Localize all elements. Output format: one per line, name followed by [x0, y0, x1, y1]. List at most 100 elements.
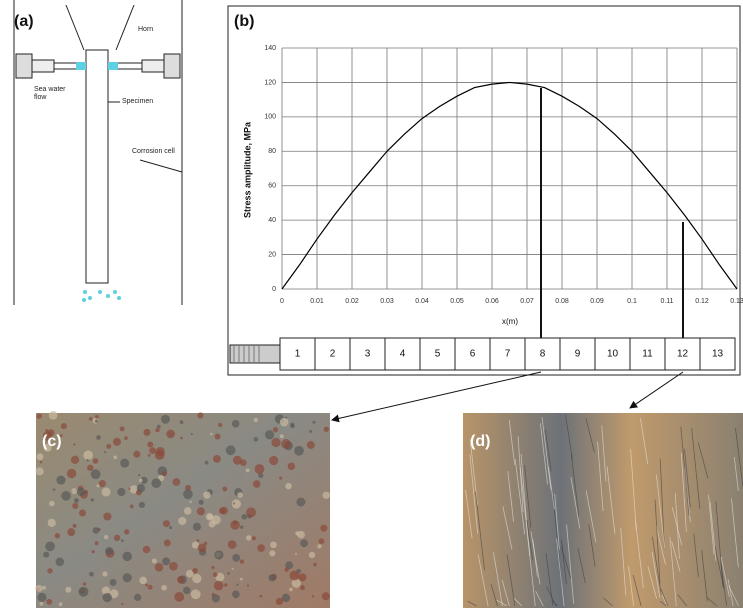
spot — [152, 559, 157, 564]
segment-label: 12 — [677, 349, 689, 360]
part-label: Sea water flow — [34, 86, 74, 102]
spot — [199, 500, 204, 505]
spot — [253, 480, 261, 488]
spot — [161, 415, 170, 424]
spot — [197, 412, 203, 418]
spot — [226, 445, 236, 455]
x-tick-label: 0.12 — [695, 298, 709, 305]
spot — [145, 583, 148, 586]
spot — [61, 491, 70, 500]
x-tick-label: 0 — [280, 298, 284, 305]
spot — [232, 590, 240, 598]
spot — [120, 426, 125, 431]
figure-canvas: (a) (b) x(m) Stress amplitude, MPa 02040… — [0, 0, 743, 608]
x-tick-label: 0.02 — [345, 298, 359, 305]
spot — [268, 574, 275, 581]
x-tick-label: 0.04 — [415, 298, 429, 305]
spot — [74, 498, 79, 503]
x-tick-label: 0.06 — [485, 298, 499, 305]
spot — [237, 492, 243, 498]
spot — [260, 595, 263, 598]
spot — [270, 541, 277, 548]
spot — [91, 498, 94, 501]
x-tick-label: 0.05 — [450, 298, 464, 305]
spot — [232, 568, 234, 570]
spot — [240, 578, 243, 581]
segment-label: 2 — [330, 349, 336, 360]
y-tick-label: 80 — [268, 148, 276, 155]
spot — [95, 415, 99, 419]
x-axis-label: x(m) — [502, 317, 518, 326]
spot — [247, 585, 249, 587]
spot — [124, 529, 129, 534]
spot — [177, 576, 184, 583]
panel-label: (c) — [42, 433, 62, 450]
spot — [104, 451, 106, 453]
panel-label: (d) — [470, 433, 490, 450]
spot — [71, 488, 77, 494]
spot — [155, 563, 164, 572]
spot — [103, 512, 111, 520]
spot — [296, 498, 305, 507]
spot — [215, 433, 221, 439]
spot — [323, 492, 330, 499]
spot — [95, 541, 99, 545]
spot — [79, 509, 86, 516]
spot — [288, 463, 295, 470]
segment-label: 8 — [540, 349, 546, 360]
spot — [228, 540, 237, 549]
spot — [47, 568, 52, 573]
spot — [46, 599, 52, 605]
spot — [257, 544, 265, 552]
spot — [123, 573, 132, 582]
spot — [106, 444, 111, 449]
spot — [209, 520, 216, 527]
panel-label: (a) — [14, 13, 34, 30]
spot — [134, 594, 141, 601]
spot — [281, 439, 291, 449]
segment-label: 10 — [607, 349, 619, 360]
spot — [289, 588, 293, 592]
part-label: Specimen — [122, 98, 153, 106]
segment-label: 3 — [365, 349, 371, 360]
spot — [309, 552, 315, 558]
panel-label: (b) — [234, 13, 254, 30]
x-tick-label: 0.13 — [730, 298, 743, 305]
spot — [139, 577, 147, 585]
spot — [312, 595, 314, 597]
spot — [105, 547, 113, 555]
spot — [139, 479, 143, 483]
spot — [174, 592, 184, 602]
spot — [191, 433, 193, 435]
spot — [294, 446, 304, 456]
spot — [313, 563, 317, 567]
spot — [45, 541, 55, 551]
spot — [213, 572, 218, 577]
spot — [83, 582, 86, 585]
segment-label: 13 — [712, 349, 724, 360]
spot — [213, 455, 221, 463]
spot — [45, 429, 48, 432]
spot — [282, 594, 290, 602]
segment-label: 6 — [470, 349, 476, 360]
spot — [163, 520, 170, 527]
spot — [162, 471, 167, 476]
y-tick-label: 140 — [264, 45, 276, 52]
spot — [296, 569, 301, 574]
spot — [317, 544, 321, 548]
spot — [297, 531, 305, 539]
spot — [148, 585, 153, 590]
spot — [300, 539, 308, 547]
spot — [104, 535, 108, 539]
spot — [232, 420, 240, 428]
segment-label: 9 — [575, 349, 581, 360]
spot — [169, 526, 172, 529]
spot — [295, 553, 297, 555]
spot — [322, 592, 330, 600]
spot — [254, 418, 258, 422]
spot — [197, 507, 205, 515]
spot — [120, 459, 129, 468]
y-tick-label: 100 — [264, 114, 276, 121]
spot — [246, 535, 251, 540]
